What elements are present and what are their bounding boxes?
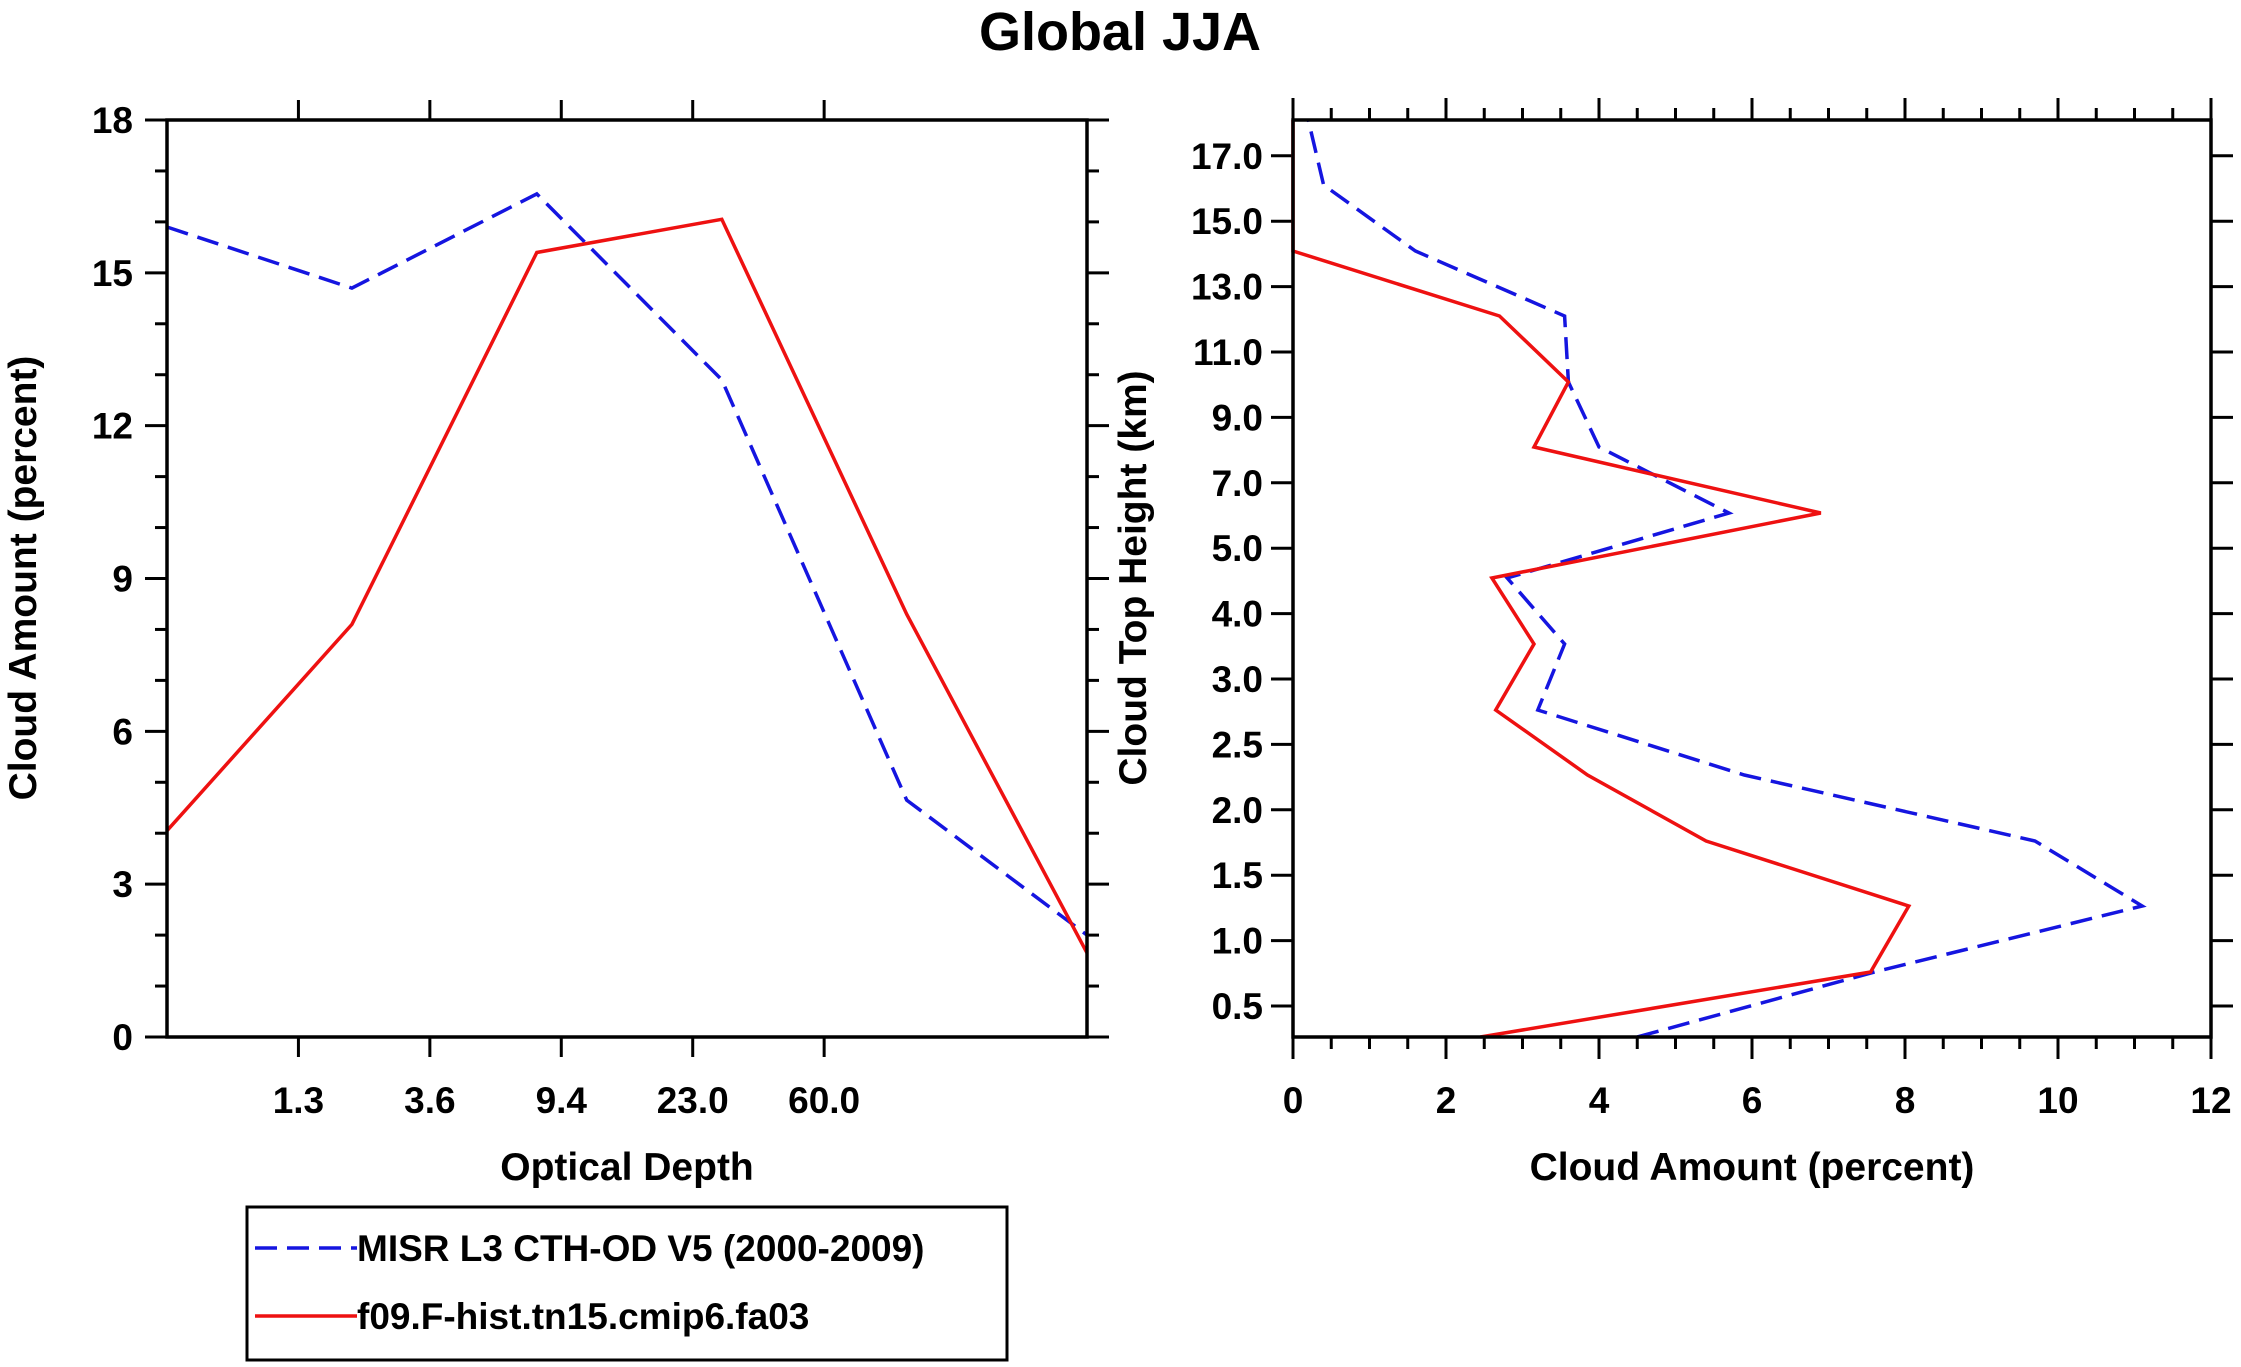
right-series-misr-line xyxy=(1306,119,2147,1039)
right-x-tick-label: 4 xyxy=(1589,1080,1610,1121)
right-x-tick-label: 6 xyxy=(1742,1080,1763,1121)
left-y-tick-label: 18 xyxy=(92,100,133,141)
right-x-axis-label: Cloud Amount (percent) xyxy=(1530,1146,1975,1189)
right-y-tick-label: 2.0 xyxy=(1212,790,1263,831)
right-y-tick-label: 9.0 xyxy=(1212,397,1263,438)
right-y-tick-label: 13.0 xyxy=(1191,267,1263,308)
right-y-tick-label: 11.0 xyxy=(1193,332,1263,373)
left-y-tick-label: 9 xyxy=(112,559,133,600)
chart-title: Global JJA xyxy=(979,2,1261,62)
left-y-tick-label: 0 xyxy=(112,1017,133,1058)
right-x-tick-label: 8 xyxy=(1895,1080,1916,1121)
left-y-tick-label: 3 xyxy=(112,864,133,905)
right-y-tick-label: 4.0 xyxy=(1212,594,1263,635)
right-plot-frame xyxy=(1291,118,2213,1039)
left-y-tick-label: 12 xyxy=(92,406,133,447)
right-x-tick-label: 10 xyxy=(2037,1080,2078,1121)
right-y-tick-label: 5.0 xyxy=(1212,528,1263,569)
right-y-tick-label: 0.5 xyxy=(1212,986,1263,1027)
legend: MISR L3 CTH-OD V5 (2000-2009) f09.F-hist… xyxy=(245,1205,1009,1362)
left-x-tick-label: 3.6 xyxy=(404,1080,455,1121)
right-y-tick-label: 2.5 xyxy=(1212,724,1263,765)
left-y-tick-label: 6 xyxy=(112,711,133,752)
right-x-tick-label: 2 xyxy=(1436,1080,1457,1121)
legend-label-model: f09.F-hist.tn15.cmip6.fa03 xyxy=(357,1296,809,1337)
right-y-tick-label: 15.0 xyxy=(1191,201,1263,242)
right-y-tick-label: 3.0 xyxy=(1212,659,1263,700)
left-x-tick-label: 1.3 xyxy=(273,1080,324,1121)
legend-box xyxy=(245,1205,1009,1362)
right-y-tick-label: 1.5 xyxy=(1212,855,1263,896)
right-y-axis-label: Cloud Top Height (km) xyxy=(1112,370,1155,785)
right-x-tick-label: 12 xyxy=(2190,1080,2231,1121)
left-x-tick-label: 23.0 xyxy=(657,1080,729,1121)
right-y-tick-label: 17.0 xyxy=(1191,136,1263,177)
left-series-misr-line xyxy=(166,191,1089,937)
left-y-axis-label: Cloud Amount (percent) xyxy=(2,356,45,801)
left-x-tick-label: 60.0 xyxy=(788,1080,860,1121)
left-x-tick-label: 9.4 xyxy=(536,1080,588,1121)
legend-label-misr: MISR L3 CTH-OD V5 (2000-2009) xyxy=(357,1228,925,1269)
right-series-model-line xyxy=(1291,120,1912,1039)
left-plot-frame xyxy=(165,118,1089,1039)
left-y-tick-label: 15 xyxy=(92,253,133,294)
right-panel-cloud-top-height: 0 2 4 6 8 10 12 0.5 1.0 1.5 2.0 2.5 3.0 4.0 5.0 7.0 9.0 1… xyxy=(1112,98,2233,1189)
left-x-axis-label: Optical Depth xyxy=(500,1146,754,1189)
right-y-tick-label: 1.0 xyxy=(1212,921,1263,962)
left-series-model-line xyxy=(165,217,1089,954)
right-y-tick-label: 7.0 xyxy=(1212,463,1263,504)
right-x-tick-label: 0 xyxy=(1283,1080,1304,1121)
left-panel-optical-depth: 0 3 6 9 12 15 18 1.3 3.6 9.4 23.0 60.0 Optical Dept… xyxy=(2,100,1109,1189)
